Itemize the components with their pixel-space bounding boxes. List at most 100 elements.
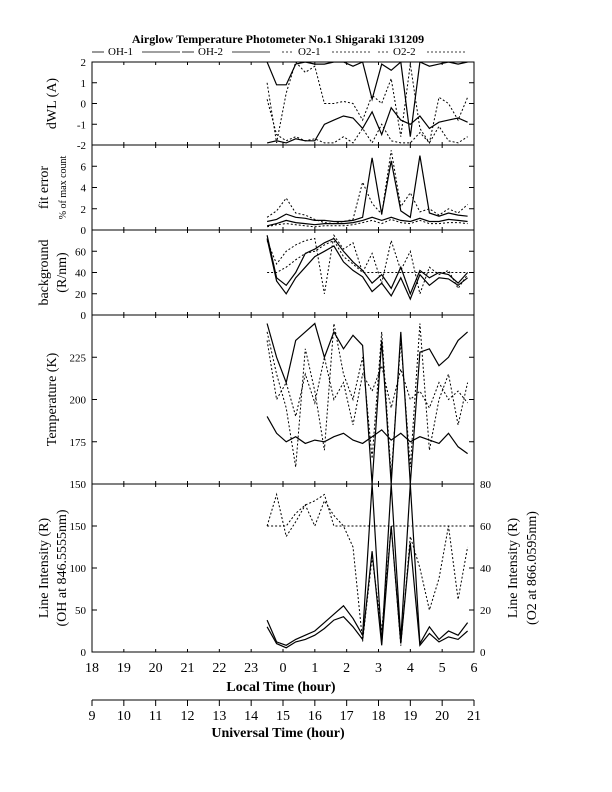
y-tick-label: 0 (81, 225, 87, 237)
y-tick-label: 2 (81, 204, 87, 216)
local-time-tick-label: 19 (117, 661, 131, 676)
right-y-tick-label: 0 (480, 647, 486, 659)
universal-time-tick-label: 14 (244, 709, 258, 724)
universal-time-tick-label: 13 (212, 709, 226, 724)
y-tick-label: 175 (70, 437, 87, 449)
right-y-tick-label: 60 (480, 521, 492, 533)
series-group-intensity (266, 484, 469, 649)
series-fit_error-oh-1 (266, 155, 468, 223)
right-y-axis-label: Line Intensity (R) (506, 518, 521, 619)
universal-time-tick-label: 16 (308, 709, 322, 724)
panel-frame-intensity (91, 483, 475, 653)
legend: OH-1 OH-2 O2-1 O2-2 (92, 46, 465, 58)
y-tick-label: 0 (81, 310, 87, 322)
y-axis-label-2: (OH at 846.5555nm) (55, 509, 70, 626)
y-tick-label: -1 (77, 119, 86, 131)
series-group-dwl (266, 62, 469, 145)
y-tick-label: 0 (81, 99, 87, 111)
universal-time-tick-label: 18 (372, 709, 386, 724)
y-tick-label: 150 (70, 521, 87, 533)
series-intensity-oh-2 (266, 525, 468, 649)
y-axis-label-2: (R/nm) (55, 252, 70, 293)
panel-background: 0 20 40 60 background (R/nm) (37, 229, 475, 322)
y-axis-label: Line Intensity (R) (37, 518, 52, 619)
y-tick-label: 2 (81, 57, 87, 69)
local-time-tick-label: 3 (375, 661, 382, 676)
right-y-tick-label: 80 (480, 479, 492, 491)
series-dwl-oh-2 (266, 106, 468, 144)
y-tick-label: 225 (70, 352, 87, 364)
series-temperature-o2-2 (266, 340, 468, 426)
panel-frame-fit_error (91, 144, 475, 231)
y-tick-label: 40 (75, 268, 87, 280)
y-axis-label: Temperature (K) (45, 352, 60, 446)
series-background-oh-1 (266, 235, 469, 296)
y-tick-label: 100 (70, 563, 87, 575)
legend-label-o2-2: O2-2 (393, 46, 416, 58)
local-time-tick-label: 2 (343, 661, 350, 676)
series-group-temperature (266, 322, 469, 484)
y-tick-label: 60 (75, 246, 87, 258)
series-intensity-oh-1 (266, 484, 469, 646)
local-time-axis-label: Local Time (hour) (226, 680, 335, 695)
panel-temperature: 150 175 200 225 Temperature (K) (45, 314, 475, 491)
local-time-tick-label: 23 (244, 661, 258, 676)
y-tick-label: -2 (77, 140, 86, 152)
series-dwl-o2-2 (266, 99, 468, 144)
series-background-o2-2 (267, 239, 468, 273)
local-time-tick-label: 4 (407, 661, 414, 676)
series-fit_error-oh-2 (266, 216, 468, 227)
y-axis-label: fit error (37, 166, 52, 209)
local-time-tick-label: 22 (212, 661, 226, 676)
universal-time-tick-label: 21 (467, 709, 481, 724)
local-time-tick-label: 5 (439, 661, 446, 676)
y-tick-label: 1 (81, 78, 87, 90)
panel-intensity: 0 50 100 150 0 20 40 60 80 Line Intensity (R) (O2 … (37, 479, 540, 659)
universal-time-tick-label: 12 (181, 709, 195, 724)
panel-frame-dwl (91, 61, 475, 146)
local-time-tick-label: 0 (280, 661, 287, 676)
local-time-tick-label: 18 (85, 661, 99, 676)
series-dwl-oh-1 (266, 62, 468, 137)
panel-fit_error: 0 2 4 6 fit error % of max count (37, 144, 475, 237)
local-time-tick-label: 20 (149, 661, 163, 676)
universal-time-tick-label: 9 (89, 709, 96, 724)
y-tick-label: 20 (75, 289, 87, 301)
series-fit_error-o2-1 (266, 150, 468, 225)
title-legend: Airglow Temperature Photometer No.1 Shig… (132, 32, 424, 46)
y-axis-label-2: % of max count (58, 155, 69, 219)
series-temperature-oh-1 (266, 322, 469, 484)
universal-time-tick-label: 10 (117, 709, 131, 724)
y-tick-label: 6 (81, 161, 87, 173)
series-background-o2-1 (266, 233, 469, 296)
universal-time-tick-label: 17 (340, 709, 354, 724)
y-tick-label: 4 (81, 183, 87, 195)
right-y-axis-label-2: (O2 at 866.0595nm) (525, 511, 540, 625)
y-tick-label: 50 (75, 605, 87, 617)
y-tick-label: 150 (70, 479, 87, 491)
legend-label-oh-1: OH-1 (108, 46, 133, 58)
local-time-tick-label: 1 (311, 661, 318, 676)
time-axes: 18 19 20 21 22 23 0 1 2 3 4 5 69 10 11 12 13 14 15 16 17 18 19… (85, 661, 481, 724)
local-time-tick-label: 6 (471, 661, 478, 676)
universal-time-tick-label: 19 (403, 709, 417, 724)
series-group-background (266, 233, 469, 301)
panels: -2 -1 0 1 2 dWL (A) 0 2 4 6 fit error % of max coun… (37, 57, 540, 659)
chart-title: Airglow Temperature Photometer No.1 Shig… (132, 32, 424, 46)
legend-label-oh-2: OH-2 (198, 46, 223, 58)
series-temperature-oh-2 (266, 416, 468, 455)
legend-label-o2-1: O2-1 (298, 46, 321, 58)
series-intensity-o2-1 (266, 492, 469, 646)
y-axis-label: background (37, 239, 52, 305)
y-tick-label: 0 (81, 647, 87, 659)
series-intensity-o2-2 (267, 493, 468, 527)
right-y-tick-label: 20 (480, 605, 492, 617)
y-axis-label: dWL (A) (45, 78, 60, 130)
panel-dwl: -2 -1 0 1 2 dWL (A) (45, 57, 475, 152)
universal-time-tick-label: 15 (276, 709, 290, 724)
series-temperature-o2-1 (266, 323, 469, 476)
right-y-tick-label: 40 (480, 563, 492, 575)
universal-time-tick-label: 20 (435, 709, 449, 724)
universal-time-axis-label: Universal Time (hour) (211, 726, 345, 741)
